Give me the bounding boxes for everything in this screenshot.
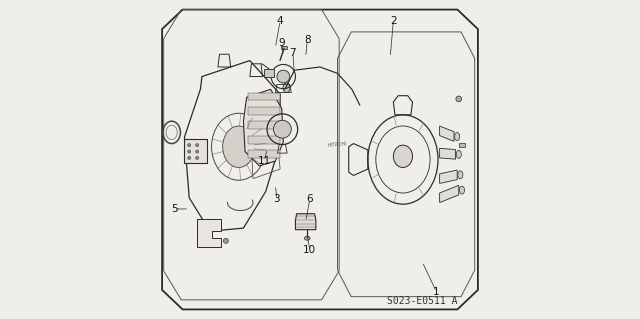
Ellipse shape [223, 126, 255, 167]
Bar [248, 121, 280, 129]
Text: 7: 7 [289, 48, 296, 58]
Bar [248, 150, 280, 158]
Text: 10: 10 [303, 245, 316, 256]
Circle shape [196, 144, 199, 147]
Ellipse shape [456, 150, 461, 159]
Text: 6: 6 [307, 194, 313, 204]
Polygon shape [440, 185, 459, 203]
Circle shape [273, 120, 291, 138]
Ellipse shape [283, 83, 290, 93]
Text: 11: 11 [257, 156, 271, 166]
Bar [248, 107, 280, 115]
Bar [281, 46, 287, 49]
Bar [264, 69, 274, 77]
Bar [248, 136, 280, 144]
Polygon shape [440, 126, 454, 141]
Circle shape [277, 70, 290, 83]
Text: 1: 1 [433, 287, 440, 297]
Text: HITACHI: HITACHI [328, 142, 348, 149]
Circle shape [188, 144, 191, 147]
Polygon shape [440, 148, 456, 159]
Circle shape [223, 238, 228, 243]
Polygon shape [440, 170, 457, 183]
Text: 4: 4 [277, 16, 284, 26]
Text: 9: 9 [278, 38, 285, 48]
Ellipse shape [458, 171, 463, 179]
Ellipse shape [305, 236, 310, 240]
Text: 8: 8 [304, 35, 310, 45]
Text: S023-E0511 A: S023-E0511 A [387, 296, 458, 307]
Polygon shape [296, 214, 316, 230]
Ellipse shape [394, 145, 413, 167]
Ellipse shape [460, 186, 465, 194]
Text: 3: 3 [274, 194, 280, 204]
Ellipse shape [454, 133, 460, 141]
Text: 5: 5 [171, 204, 177, 214]
Polygon shape [243, 89, 284, 166]
Bar [248, 93, 280, 100]
Bar [184, 139, 207, 163]
Bar [459, 143, 465, 147]
Circle shape [188, 156, 191, 160]
Polygon shape [197, 219, 221, 247]
Circle shape [196, 150, 199, 153]
Text: 2: 2 [390, 16, 397, 26]
Circle shape [188, 150, 191, 153]
Circle shape [456, 96, 461, 102]
Circle shape [196, 156, 199, 160]
